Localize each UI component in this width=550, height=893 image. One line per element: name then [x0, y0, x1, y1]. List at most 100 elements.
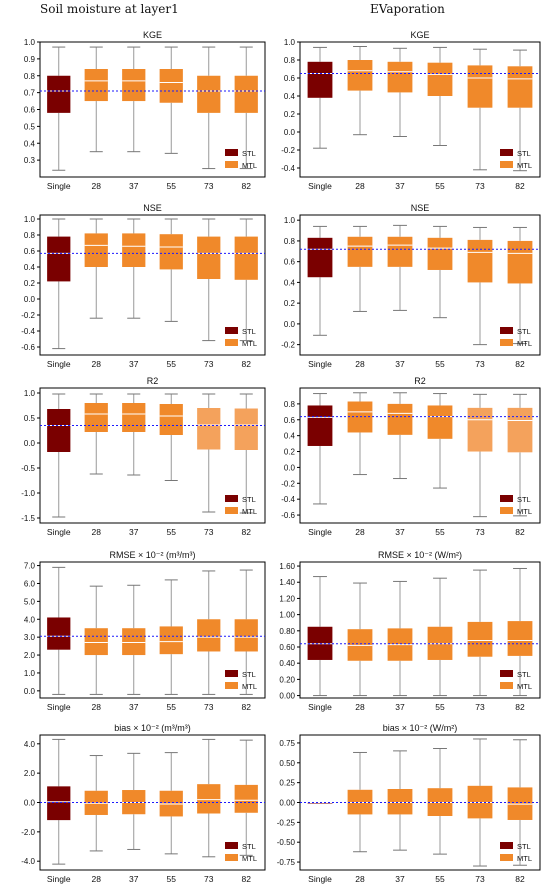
x-tick-label: 73 [204, 359, 214, 369]
legend-label-stl: STL [242, 670, 256, 679]
legend-swatch-stl [500, 149, 513, 156]
y-tick-label: 0.40 [279, 659, 295, 668]
box-82 [234, 236, 258, 280]
x-tick-label: 82 [242, 702, 252, 712]
x-tick-label: 37 [395, 527, 405, 537]
box-Single [307, 405, 333, 446]
y-tick-label: 6.0 [24, 579, 36, 588]
y-tick-label: 0.6 [284, 258, 296, 267]
legend-label-mtl: MTL [242, 507, 257, 516]
box-73 [197, 236, 221, 279]
y-tick-label: 0.3 [24, 156, 36, 165]
box-37 [122, 69, 146, 102]
chart-title: bias × 10⁻² (m³/m³) [114, 723, 191, 733]
box-Single [47, 617, 71, 650]
x-tick-label: 55 [167, 874, 177, 884]
box-Single [47, 75, 71, 113]
box-28 [84, 628, 108, 656]
plot-frame [39, 41, 266, 178]
x-tick-label: 28 [355, 181, 365, 191]
x-tick-label: 28 [355, 874, 365, 884]
column-title-soil-moisture: Soil moisture at layer1 [40, 2, 179, 16]
legend-swatch-mtl [225, 161, 238, 168]
legend-label-mtl: MTL [517, 854, 532, 863]
chart-panel-3: NSE -0.6 -0.4 -0.2 0.0 0.2 0.4 0.6 0.8 1.0 Single 2… [21, 203, 266, 369]
y-tick-label: 0.8 [24, 72, 36, 81]
y-tick-label: 1.00 [279, 611, 295, 620]
chart-panel-2: KGE -0.4 -0.2 0.0 0.2 0.4 0.6 0.8 1.0 Single 28 37 5… [281, 30, 541, 191]
x-tick-label: Single [308, 181, 332, 191]
legend-swatch-mtl [500, 507, 513, 514]
x-tick-label: Single [308, 527, 332, 537]
legend-swatch-stl [225, 670, 238, 677]
y-tick-label: 2.0 [24, 651, 36, 660]
x-tick-label: 28 [92, 702, 102, 712]
chart-panel-1: KGE 0.3 0.4 0.5 0.6 0.7 0.8 0.9 1.0 Single 28 37 55 7… [24, 30, 266, 191]
x-tick-label: 28 [355, 702, 365, 712]
legend-swatch-mtl [225, 507, 238, 514]
x-tick-label: 28 [92, 181, 102, 191]
x-tick-label: 55 [435, 702, 445, 712]
y-tick-label: -0.2 [281, 146, 295, 155]
y-tick-label: 0.0 [24, 799, 36, 808]
x-tick-label: 28 [92, 527, 102, 537]
legend-label-mtl: MTL [517, 682, 532, 691]
y-tick-label: -0.6 [21, 343, 35, 352]
y-tick-label: 0.0 [24, 687, 36, 696]
plot-frame [39, 561, 266, 699]
legend-label-stl: STL [517, 495, 531, 504]
legend-label-stl: STL [242, 327, 256, 336]
column-title-evaporation: EVaporation [370, 2, 445, 16]
chart-panel-5: R2 -1.5 -1.0 -0.5 0.0 0.5 1.0 Single 28 37 55 73 82 S… [21, 376, 266, 537]
y-tick-label: -0.75 [277, 858, 296, 867]
x-tick-label: 73 [204, 702, 214, 712]
y-tick-label: 0.0 [284, 128, 296, 137]
chart-panel-6: R2 -0.6 -0.4 -0.2 0.0 0.2 0.4 0.6 0.8 Single 28 37 5… [281, 376, 541, 537]
legend-swatch-stl [225, 149, 238, 156]
box-73 [467, 239, 493, 283]
box-82 [507, 621, 533, 656]
box-55 [427, 405, 453, 439]
box-28 [84, 69, 108, 102]
y-tick-label: 0.75 [279, 739, 295, 748]
legend-swatch-stl [225, 327, 238, 334]
legend-swatch-stl [500, 842, 513, 849]
x-tick-label: 73 [204, 874, 214, 884]
legend-label-stl: STL [517, 842, 531, 851]
y-tick-label: -0.4 [21, 327, 35, 336]
x-tick-label: 82 [515, 874, 525, 884]
y-tick-label: 0.2 [24, 279, 36, 288]
y-tick-label: 0.0 [24, 439, 36, 448]
legend-label-mtl: MTL [242, 161, 257, 170]
y-tick-label: 0.8 [284, 237, 296, 246]
box-Single [47, 236, 71, 282]
box-73 [197, 784, 221, 814]
box-55 [159, 234, 183, 270]
box-Single [47, 786, 71, 821]
box-37 [387, 61, 413, 93]
box-28 [347, 236, 373, 267]
chart-title: R2 [414, 376, 426, 386]
y-tick-label: 0.2 [284, 299, 296, 308]
legend-label-stl: STL [517, 149, 531, 158]
legend-label-stl: STL [242, 495, 256, 504]
y-tick-label: 0.60 [279, 643, 295, 652]
x-tick-label: 73 [204, 181, 214, 191]
box-55 [159, 626, 183, 655]
y-tick-label: -0.25 [277, 818, 296, 827]
y-tick-label: 4.0 [24, 740, 36, 749]
chart-title: NSE [143, 203, 162, 213]
y-tick-label: 0.6 [24, 106, 36, 115]
x-tick-label: 82 [515, 359, 525, 369]
box-82 [234, 408, 258, 450]
x-tick-label: 37 [129, 181, 139, 191]
legend-swatch-mtl [500, 854, 513, 861]
chart-panel-10: bias × 10⁻² (W/m²) -0.75 -0.50 -0.25 0.00 0.2… [277, 723, 541, 884]
y-tick-label: 4.0 [24, 615, 36, 624]
y-tick-label: 0.4 [284, 92, 296, 101]
y-tick-label: 1.60 [279, 562, 295, 571]
legend-swatch-mtl [500, 161, 513, 168]
legend-swatch-stl [500, 670, 513, 677]
x-tick-label: 55 [435, 359, 445, 369]
y-tick-label: 0.2 [284, 448, 296, 457]
